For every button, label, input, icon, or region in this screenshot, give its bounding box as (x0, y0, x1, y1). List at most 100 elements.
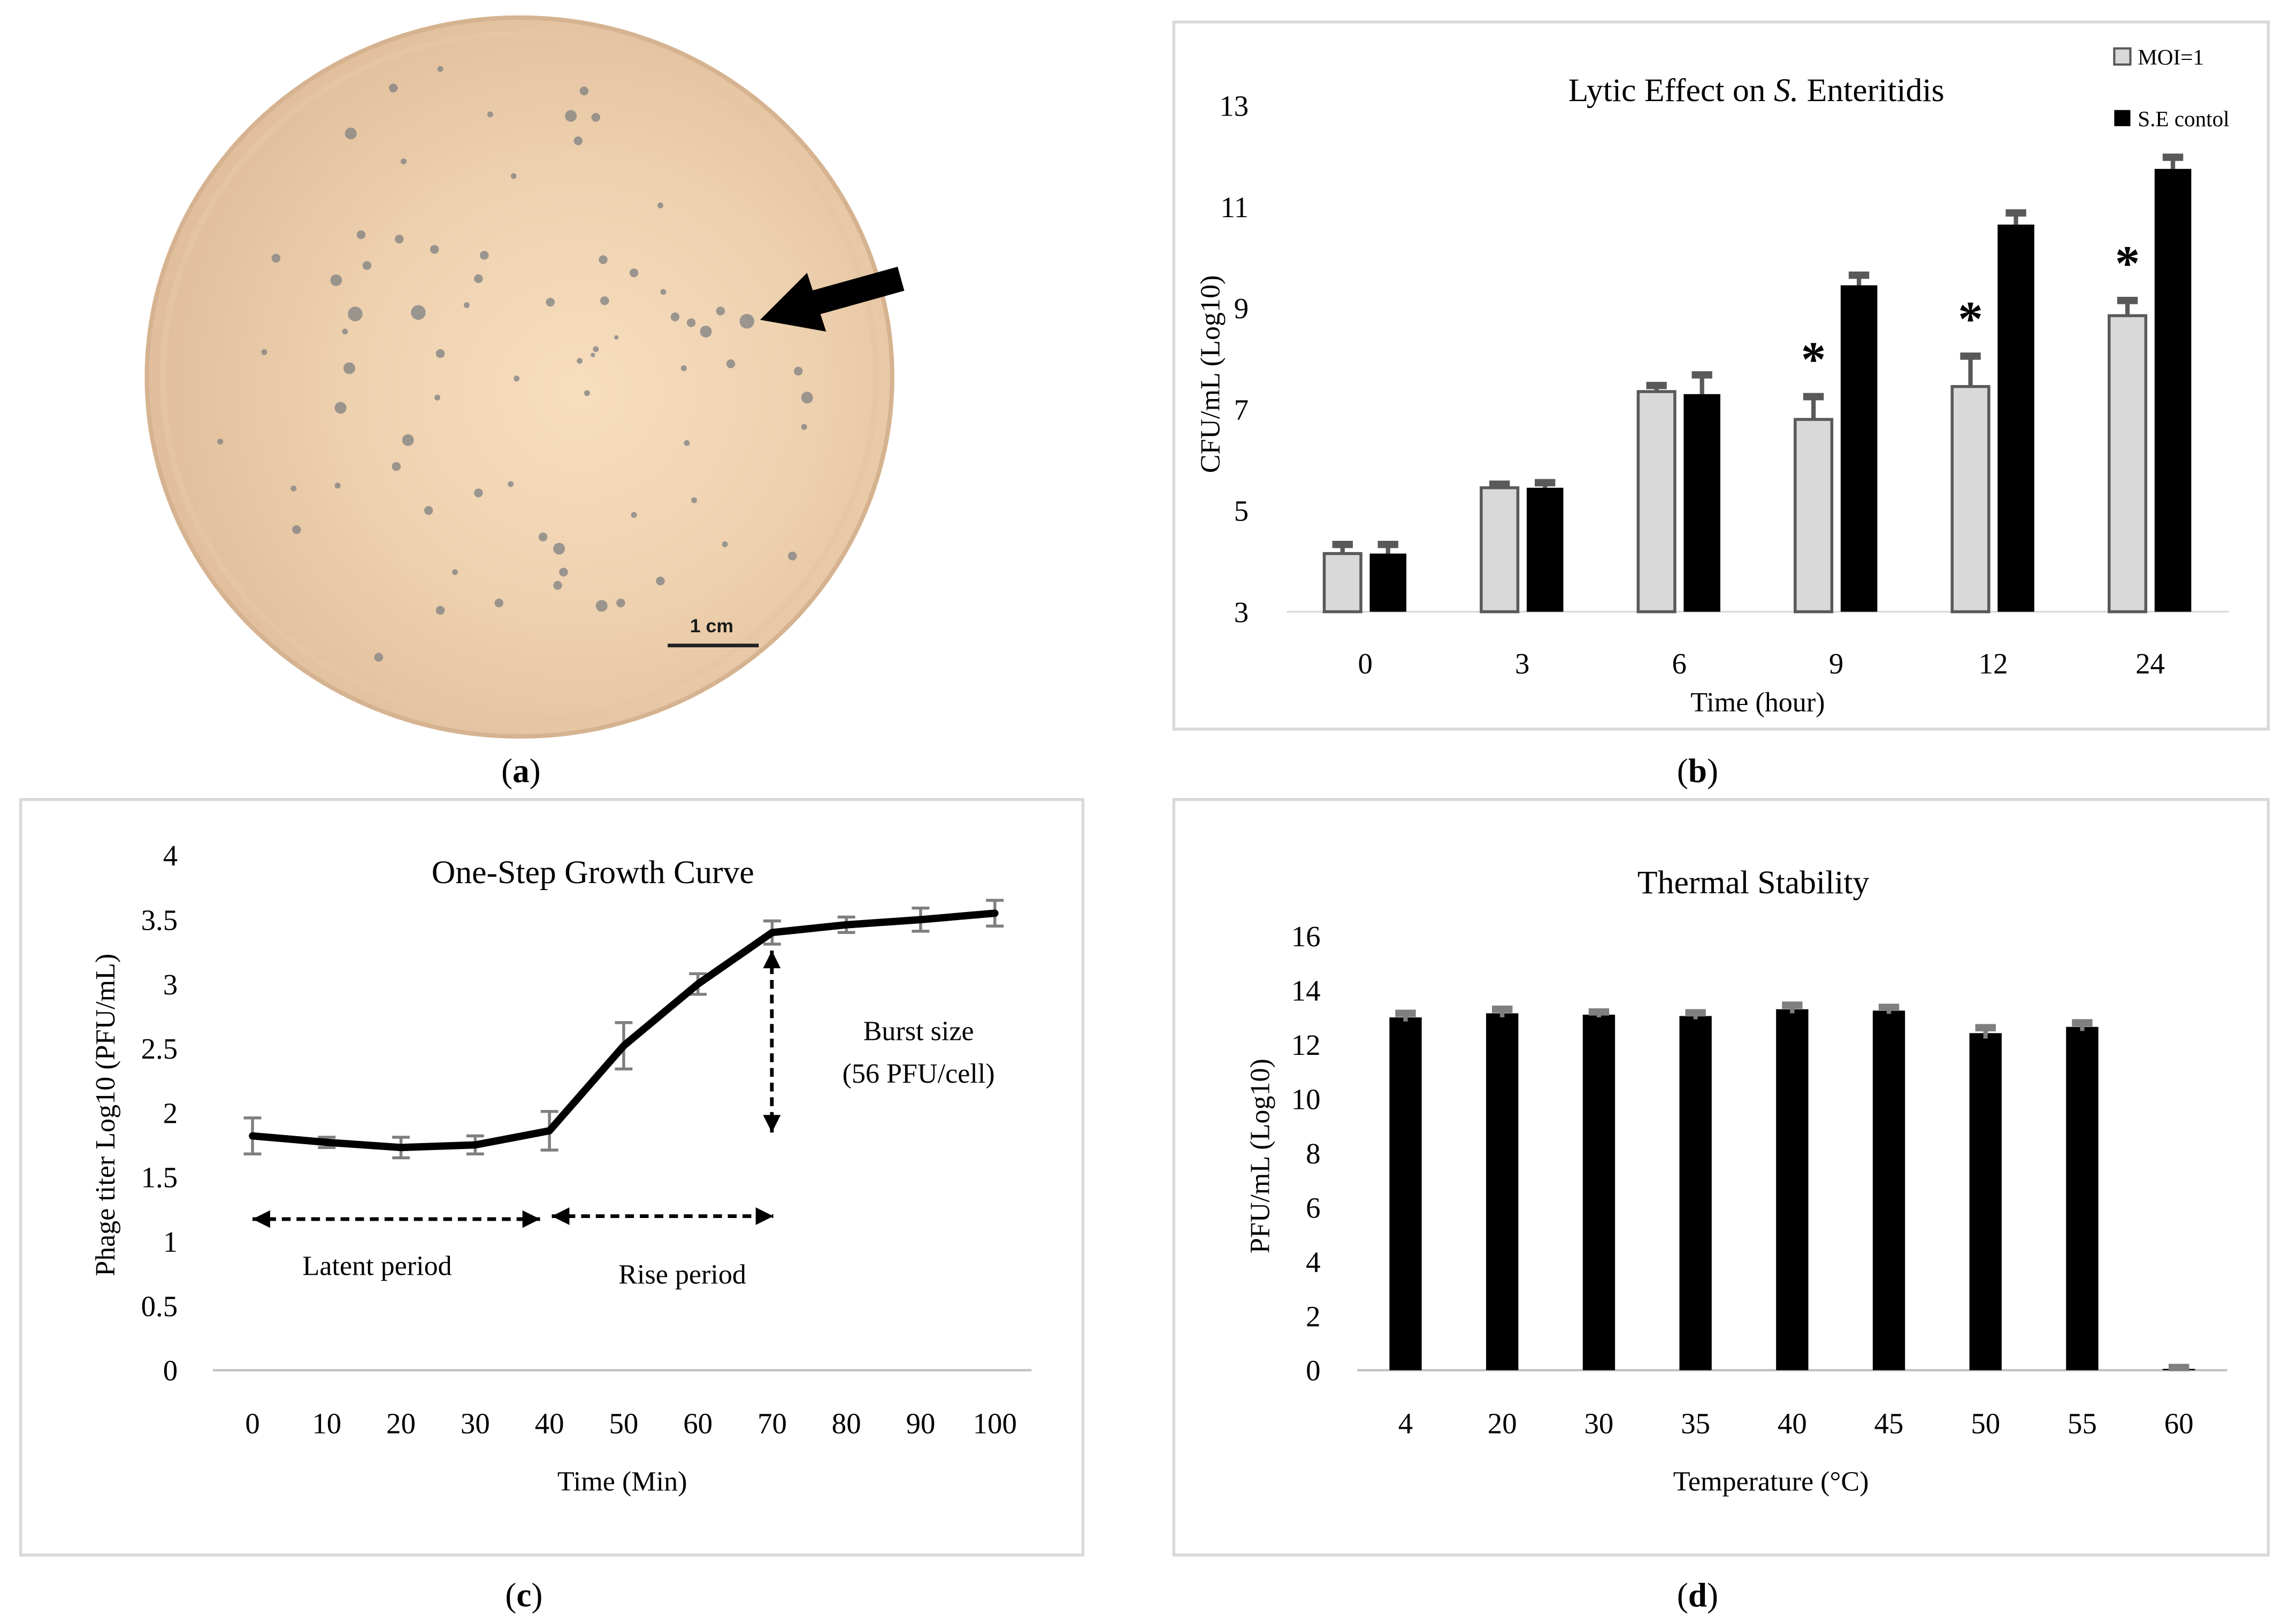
plaque (565, 110, 577, 122)
plaque (716, 307, 725, 316)
significance-asterisk: * (1801, 332, 1826, 387)
data-point (917, 916, 924, 923)
plaque (437, 66, 443, 72)
data-point (695, 981, 701, 987)
bar-pfu (1969, 1033, 2002, 1370)
panel-label-part: b (1688, 752, 1707, 790)
y-tick-label: 1 (163, 1225, 178, 1258)
plaque (334, 402, 347, 414)
panel-label-part: ( (1677, 752, 1688, 790)
plaque (434, 394, 441, 401)
panel-label-b: (b) (1677, 752, 1718, 790)
x-tick-label: 0 (245, 1407, 259, 1439)
legend-label: MOI=1 (2138, 45, 2204, 70)
plaque-pointer-arrow-icon (760, 266, 905, 332)
plaque (424, 506, 433, 515)
x-tick-label: 40 (535, 1407, 564, 1439)
latent-period-label: Latent period (303, 1251, 452, 1281)
plaque (345, 127, 357, 140)
plaque (656, 576, 665, 586)
plaque (271, 254, 281, 263)
plaque (599, 255, 608, 264)
plaque (657, 202, 663, 209)
plaque (722, 541, 728, 547)
plaque (487, 111, 493, 118)
panel-label-part: ( (505, 1576, 516, 1614)
y-axis-label: PFU/mL (Log10) (1245, 1059, 1276, 1253)
plaque (700, 325, 712, 338)
panel-label-part: ) (531, 1576, 542, 1614)
plaque (510, 173, 517, 179)
chart-thermal-stability: 0 2 4 6 8 10 12 14 16 4 20 30 35 40 45 50 55 60 Thermal St… (1245, 864, 2227, 1497)
y-tick-label: 12 (1291, 1029, 1321, 1061)
y-tick-label: 4 (163, 839, 178, 872)
plaque (452, 569, 458, 576)
plaque (546, 297, 555, 307)
data-point (843, 922, 849, 928)
panel-label-part: ) (530, 752, 541, 790)
bar-moi-1 (1794, 418, 1834, 614)
plaque (801, 392, 813, 404)
x-tick-label: 40 (1778, 1407, 1807, 1439)
plaque (435, 606, 445, 615)
y-tick-label: 2 (1306, 1300, 1320, 1332)
panel-d-border (1172, 798, 2270, 1557)
plaque (389, 83, 398, 93)
plaque (584, 390, 590, 396)
panel-label-c: (c) (505, 1576, 542, 1614)
rise-period-label: Rise period (618, 1260, 746, 1290)
significance-asterisk: * (2115, 236, 2140, 291)
bar-moi-1 (1480, 486, 1520, 614)
plaque (474, 488, 483, 497)
y-tick-label: 5 (1234, 495, 1249, 527)
x-tick-label: 35 (1681, 1407, 1710, 1439)
bar-pfu (1776, 1009, 1809, 1370)
plaque (292, 525, 301, 534)
y-tick-label: 0.5 (141, 1290, 178, 1322)
bar-se-control (2154, 168, 2192, 612)
panel-label-part: ) (1707, 752, 1718, 790)
plaque (356, 230, 366, 240)
pointer-arrow-shaft (808, 266, 905, 316)
y-tick-label: 3 (163, 968, 178, 1001)
chart-title: Thermal Stability (1637, 864, 1870, 901)
x-axis-label: Time (hour) (1690, 687, 1825, 718)
plaque (593, 346, 599, 353)
plaque (788, 551, 797, 561)
x-tick-label: 30 (461, 1407, 490, 1439)
x-tick-label: 80 (832, 1407, 861, 1439)
x-tick-label: 20 (1488, 1407, 1517, 1439)
x-tick-label: 10 (312, 1407, 341, 1439)
plaque (395, 234, 404, 244)
panel-label-part: ) (1707, 1576, 1718, 1614)
burst-size-label: Burst size (863, 1016, 974, 1046)
plaque (600, 296, 609, 305)
plaque (801, 424, 807, 430)
plaque (401, 158, 407, 165)
plaque (330, 274, 342, 286)
plaque (342, 328, 348, 335)
panel-label-part: c (516, 1576, 531, 1614)
plaque (290, 485, 297, 492)
plaque (670, 312, 680, 321)
legend-swatch (2113, 47, 2132, 66)
plaque (739, 313, 754, 329)
plaque (559, 568, 568, 577)
data-point (398, 1144, 404, 1151)
panel-label-part: a (512, 752, 530, 790)
chart-title-italic-part: S. (1774, 72, 1798, 109)
burst-size-value: (56 PFU/cell) (843, 1059, 995, 1089)
plaque (614, 335, 619, 340)
plaque (430, 245, 439, 254)
plaque (680, 365, 687, 371)
plaque (577, 358, 583, 364)
x-tick-label: 24 (2135, 647, 2165, 680)
data-point (992, 910, 998, 916)
plaque (579, 86, 589, 96)
x-tick-label: 55 (2068, 1407, 2097, 1439)
petri-dish (144, 15, 894, 739)
plaque (402, 434, 414, 446)
plaque (514, 376, 520, 382)
x-tick-label: 12 (1979, 647, 2008, 680)
